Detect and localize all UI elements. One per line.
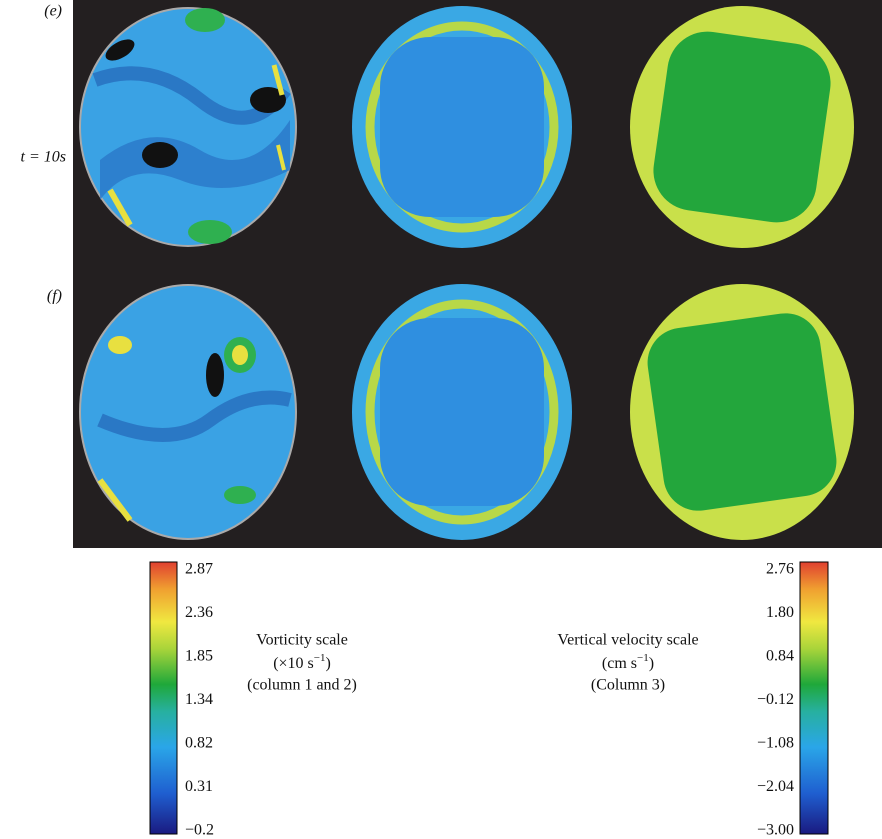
velocity-colorbar — [800, 562, 828, 834]
unit-text: (×10 s — [273, 655, 314, 672]
scale-tick-label: 2.76 — [766, 561, 794, 578]
scale-note: (Column 3) — [591, 677, 665, 694]
scale-tick-label: −2.04 — [757, 778, 794, 795]
scale-tick-label: 1.85 — [185, 648, 213, 665]
vorticity-field — [352, 6, 572, 248]
scale-unit: (×10 s−1) — [273, 652, 331, 672]
scale-tick-label: −0.12 — [757, 691, 794, 708]
scale-tick-label: 0.84 — [766, 648, 794, 665]
unit-text: ) — [325, 655, 330, 672]
scale-unit: (cm s−1) — [602, 652, 654, 672]
velocity-field — [630, 6, 854, 248]
scale-tick-label: 1.80 — [766, 604, 794, 621]
unit-sup: −1 — [314, 652, 326, 664]
scale-tick-label: 0.82 — [185, 735, 213, 752]
scale-title: Vorticity scale — [256, 632, 348, 649]
scale-tick-label: −3.00 — [757, 822, 794, 839]
scale-tick-label: −1.08 — [757, 735, 794, 752]
figure: (e) t = 10s (f) Vorticity scale (×10 s−1… — [0, 0, 882, 839]
scale-tick-label: 2.36 — [185, 604, 213, 621]
time-label: t = 10s — [21, 149, 66, 166]
vorticity-field — [80, 8, 296, 246]
vorticity-colorbar — [150, 562, 177, 834]
scale-tick-label: 1.34 — [185, 691, 213, 708]
vorticity-field — [80, 285, 296, 539]
scale-note: (column 1 and 2) — [247, 677, 357, 694]
scale-title: Vertical velocity scale — [557, 632, 698, 649]
unit-sup: −1 — [637, 652, 649, 664]
scale-tick-label: 0.31 — [185, 778, 213, 795]
scale-tick-label: −0.2 — [185, 822, 214, 839]
unit-text: (cm s — [602, 655, 637, 672]
velocity-field — [630, 284, 854, 540]
panel-label: (f) — [47, 288, 62, 305]
unit-text: ) — [649, 655, 654, 672]
vorticity-field — [352, 284, 572, 540]
panel-label: (e) — [44, 3, 62, 20]
scale-tick-label: 2.87 — [185, 561, 213, 578]
